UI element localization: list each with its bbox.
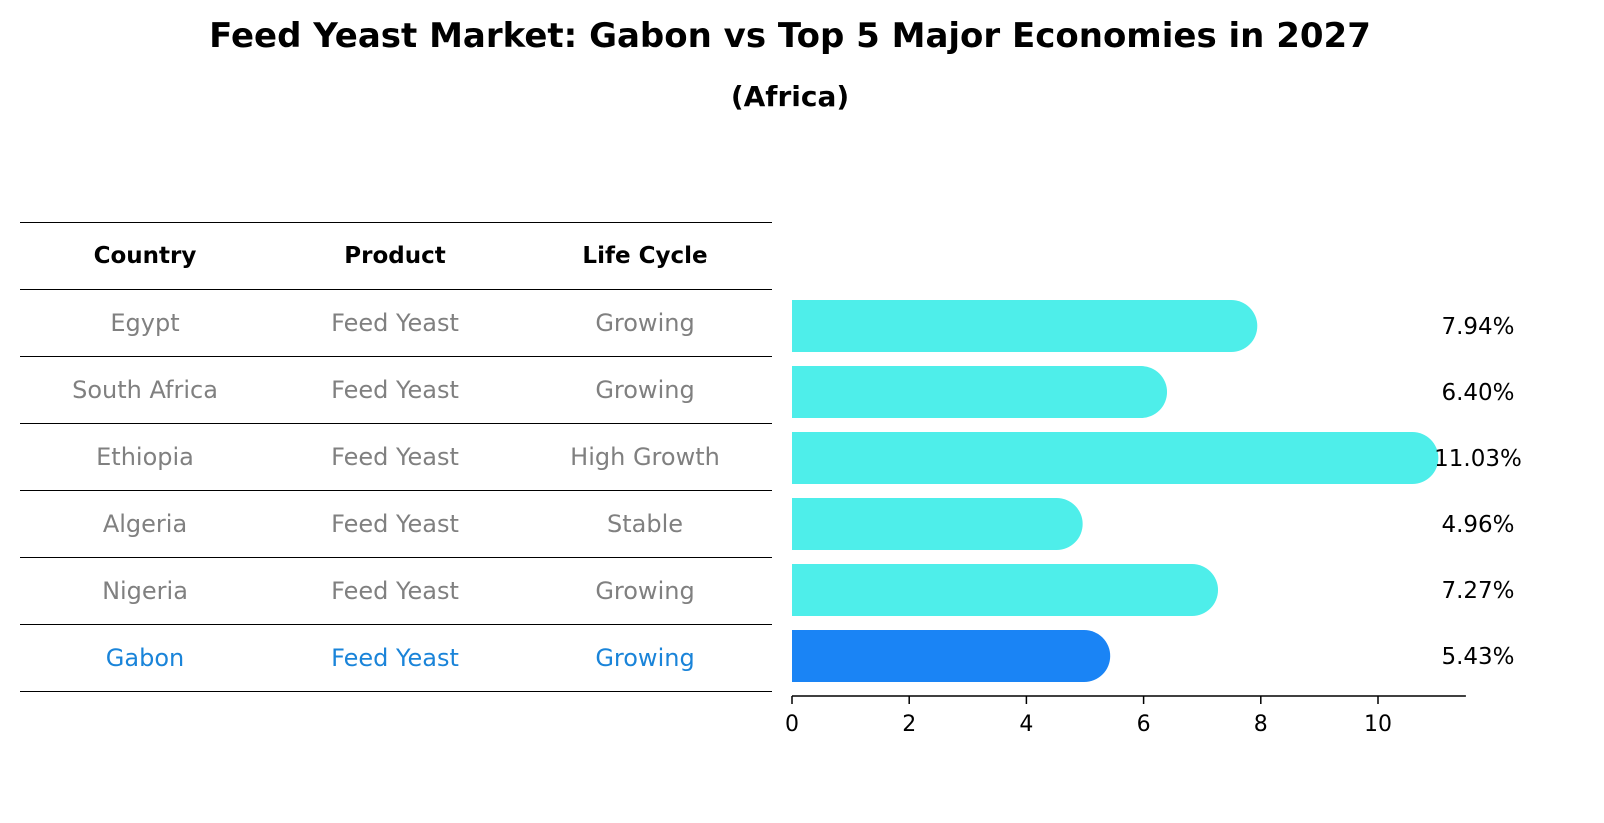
x-tick-label: 0 (785, 712, 799, 737)
table-header-row: Country Product Life Cycle (20, 222, 772, 289)
table-row: South Africa Feed Yeast Growing (20, 356, 772, 423)
bar-ethiopia (792, 432, 1439, 484)
product-cell: Feed Yeast (331, 644, 459, 672)
table-row: Algeria Feed Yeast Stable (20, 490, 772, 557)
value-label: 4.96% (1441, 512, 1514, 538)
product-cell: Feed Yeast (331, 577, 459, 605)
value-label: 11.03% (1434, 446, 1522, 472)
life-cycle-cell: Growing (595, 644, 695, 672)
chart-title: Feed Yeast Market: Gabon vs Top 5 Major … (209, 16, 1371, 56)
product-cell: Feed Yeast (331, 309, 459, 337)
country-cell: Egypt (110, 309, 180, 337)
bar-egypt (792, 300, 1258, 352)
life-cycle-cell: Growing (595, 309, 695, 337)
product-cell: Feed Yeast (331, 376, 459, 404)
life-cycle-cell: High Growth (570, 443, 720, 471)
country-cell: Ethiopia (96, 443, 194, 471)
country-cell: Nigeria (102, 577, 188, 605)
value-label: 7.94% (1441, 314, 1514, 340)
header-life-cycle: Life Cycle (582, 243, 708, 269)
product-cell: Feed Yeast (331, 443, 459, 471)
bar-gabon (792, 630, 1111, 682)
x-tick-label: 8 (1254, 712, 1268, 737)
bar-nigeria (792, 564, 1219, 616)
value-label: 6.40% (1441, 380, 1514, 406)
table-row: Nigeria Feed Yeast Growing (20, 557, 772, 624)
header-product: Product (344, 243, 446, 269)
table-row-highlighted: Gabon Feed Yeast Growing (20, 624, 772, 692)
table-row: Ethiopia Feed Yeast High Growth (20, 423, 772, 490)
x-tick-label: 6 (1137, 712, 1151, 737)
country-cell: Algeria (102, 510, 188, 538)
bar-south-africa (792, 366, 1168, 418)
chart-subtitle: (Africa) (730, 80, 850, 113)
x-tick-label: 2 (902, 712, 916, 737)
header-country: Country (93, 243, 197, 269)
x-axis: 0 2 4 6 8 10 (785, 695, 1466, 737)
value-label: 7.27% (1441, 578, 1514, 604)
product-cell: Feed Yeast (331, 510, 459, 538)
table-row: Egypt Feed Yeast Growing (20, 289, 772, 356)
bar-group (792, 300, 1439, 682)
x-tick-label: 4 (1019, 712, 1033, 737)
value-label-group: 7.94% 6.40% 11.03% 4.96% 7.27% 5.43% (1434, 314, 1522, 670)
bar-algeria (792, 498, 1083, 550)
data-table: Country Product Life Cycle Egypt Feed Ye… (20, 222, 772, 692)
life-cycle-cell: Growing (595, 376, 695, 404)
life-cycle-cell: Stable (606, 510, 684, 538)
value-label: 5.43% (1441, 644, 1514, 670)
country-cell: Gabon (105, 644, 185, 672)
life-cycle-cell: Growing (595, 577, 695, 605)
x-tick-label: 10 (1364, 712, 1392, 737)
country-cell: South Africa (72, 376, 218, 404)
